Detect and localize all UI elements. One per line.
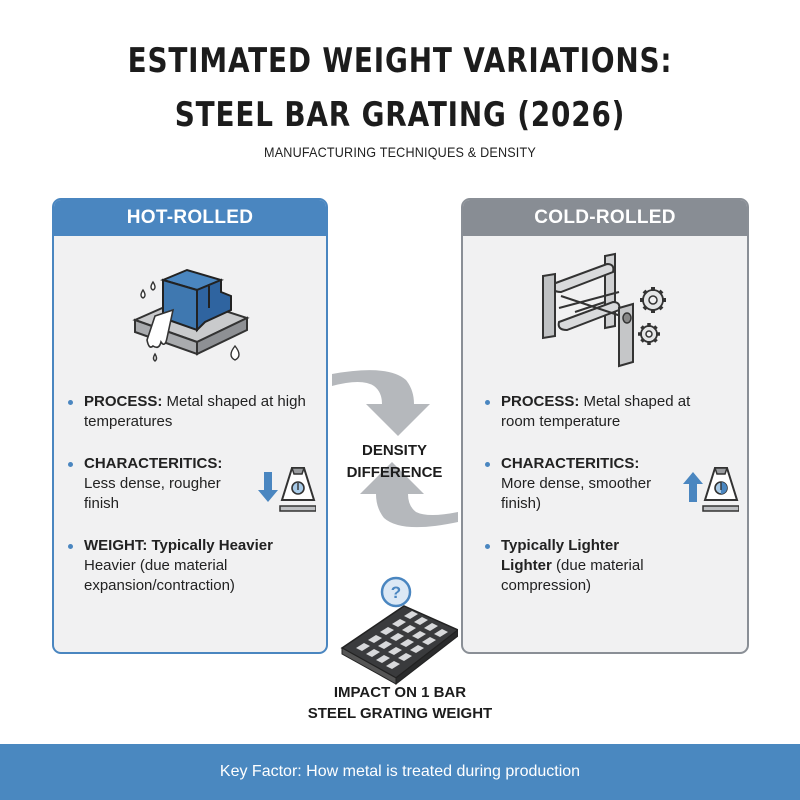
question-badge bbox=[380, 576, 412, 608]
bullet-key: PROCESS: bbox=[501, 393, 580, 410]
hot-rolled-header: HOT-ROLLED bbox=[54, 200, 326, 236]
bullet-dot bbox=[68, 462, 73, 467]
density-difference-section: DENSITY DIFFERENCE bbox=[328, 360, 461, 540]
bullet-text: More dense, smoother finish) bbox=[501, 475, 652, 512]
bullet-text: Less dense, rougher finish bbox=[84, 475, 221, 512]
impact-label: IMPACT ON 1 BAR STEEL GRATING WEIGHT bbox=[250, 682, 550, 724]
hot-rolling-press-icon bbox=[54, 250, 326, 370]
page-subtitle: MANUFACTURING TECHNIQUES & DENSITY bbox=[264, 144, 536, 160]
question-mark-icon: ? bbox=[391, 583, 401, 602]
density-label-line-2: DIFFERENCE bbox=[346, 464, 443, 481]
bullet-dot bbox=[485, 544, 490, 549]
page-title: ESTIMATED WEIGHT VARIATIONS: STEEL BAR G… bbox=[72, 34, 728, 142]
density-label-line-1: DENSITY bbox=[361, 442, 427, 459]
bullet-key: Typically Lighter bbox=[501, 537, 620, 554]
cold-weight-bullet: Typically Lighter Lighter (due material c… bbox=[485, 536, 685, 596]
cold-rolled-bullets: PROCESS: Metal shaped at room temperatur… bbox=[485, 392, 737, 618]
impact-line-2: STEEL GRATING WEIGHT bbox=[307, 705, 493, 722]
bullet-key: PROCESS: bbox=[84, 393, 163, 410]
title-line-2: STEEL BAR GRATING (2026) bbox=[174, 95, 626, 135]
cold-rolled-header: COLD-ROLLED bbox=[463, 200, 747, 236]
arrow-up-scale-icon bbox=[677, 464, 740, 525]
bullet-dot bbox=[68, 544, 73, 549]
cold-rolled-card: COLD-ROLLED bbox=[461, 198, 749, 654]
impact-line-1: IMPACT ON 1 BAR bbox=[333, 684, 467, 701]
hot-characteristics-bullet: CHARACTERITICS: Less dense, rougher finis… bbox=[68, 454, 248, 514]
bullet-text: Metal shaped at room temperature bbox=[501, 393, 691, 430]
bullet-text: Heavier (due material expansion/contract… bbox=[84, 557, 235, 594]
bullet-dot bbox=[485, 400, 490, 405]
hot-process-bullet: PROCESS: Metal shaped at high temperatur… bbox=[68, 392, 316, 432]
bullet-key: CHARACTERITICS: bbox=[84, 455, 223, 472]
bullet-key-2: Lighter bbox=[501, 557, 552, 574]
curved-arrow-icon bbox=[332, 370, 458, 528]
density-difference-label: DENSITY DIFFERENCE bbox=[328, 440, 461, 484]
cold-characteristics-bullet: CHARACTERITICS: More dense, smoother fini… bbox=[485, 454, 685, 514]
hot-rolled-bullets: PROCESS: Metal shaped at high temperatur… bbox=[68, 392, 316, 618]
footer-text: Key Factor: How metal is treated during … bbox=[219, 763, 581, 780]
cold-rolling-mill-icon bbox=[463, 250, 747, 370]
steel-grating-icon: ? bbox=[338, 576, 460, 686]
footer-banner: Key Factor: How metal is treated during … bbox=[0, 744, 800, 800]
title-line-1: ESTIMATED WEIGHT VARIATIONS: bbox=[127, 41, 673, 81]
bullet-dot bbox=[68, 400, 73, 405]
hot-weight-bullet: WEIGHT: Typically Heavier Heavier (due ma… bbox=[68, 536, 278, 596]
bullet-text: (due material compression) bbox=[501, 557, 644, 594]
hot-rolled-card: HOT-ROLLED PROCESS: Metal shaped at high… bbox=[52, 198, 328, 654]
cold-process-bullet: PROCESS: Metal shaped at room temperatur… bbox=[485, 392, 695, 432]
bullet-key: CHARACTERITICS: bbox=[501, 455, 640, 472]
arrow-down-scale-icon bbox=[254, 464, 317, 525]
bullet-text: Metal shaped at high temperatures bbox=[84, 393, 306, 430]
bullet-dot bbox=[485, 462, 490, 467]
bullet-key: WEIGHT: Typically Heavier bbox=[84, 537, 273, 554]
